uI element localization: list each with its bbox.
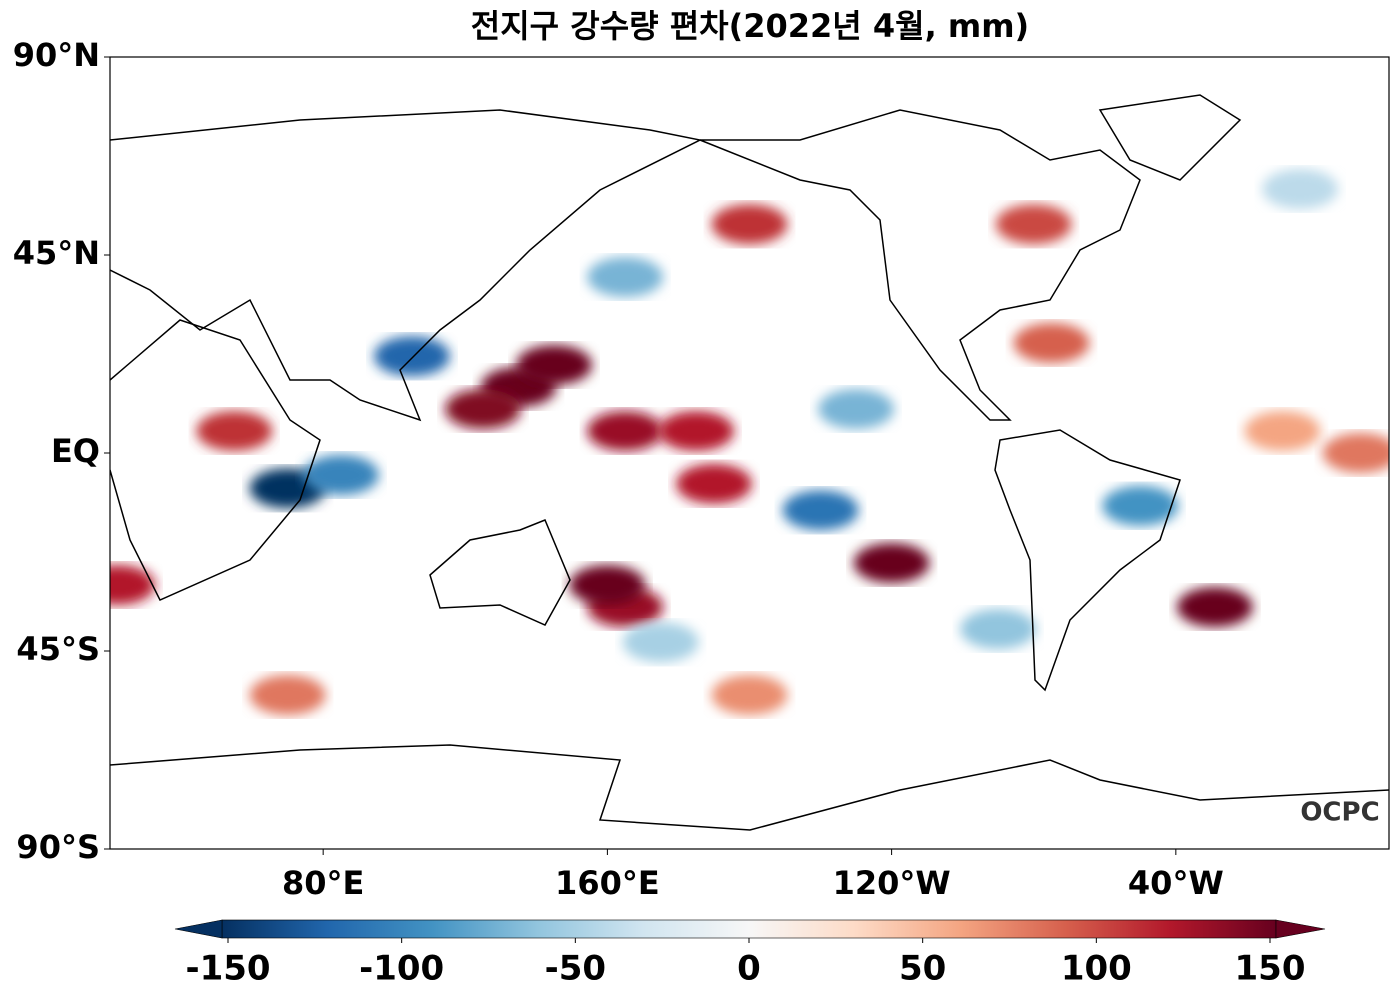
coastline	[994, 429, 1181, 692]
precip-anomaly	[711, 675, 788, 715]
chart-title: 전지구 강수량 편차(2022년 4월, mm)	[471, 7, 1029, 45]
colorbar-tick-label: 150	[1235, 949, 1306, 989]
y-tick-label: 90°N	[13, 36, 100, 74]
precip-anomaly	[1244, 411, 1321, 451]
colorbar-tick-label: -100	[359, 949, 444, 989]
precip-anomaly	[587, 411, 664, 451]
precip-anomaly	[818, 389, 895, 429]
colorbar-extend-high	[1275, 919, 1326, 939]
coastline	[429, 519, 571, 626]
precip-anomaly	[675, 463, 752, 504]
colorbar-tick-label: 100	[1061, 949, 1132, 989]
coastline	[110, 319, 321, 601]
precip-anomaly	[1322, 433, 1389, 473]
precip-anomaly	[445, 389, 522, 429]
x-tick-label: 160°E	[555, 864, 660, 902]
anomaly-layer	[110, 169, 1389, 715]
precip-anomaly	[196, 411, 273, 451]
plot-frame	[109, 56, 1390, 850]
coastline	[699, 109, 1141, 421]
precip-anomaly	[782, 490, 859, 531]
colorbar-scale	[221, 919, 1277, 939]
coastline	[110, 109, 703, 422]
precip-anomaly	[658, 411, 735, 451]
precip-anomaly	[302, 455, 379, 495]
coastline	[1098, 94, 1242, 181]
precip-anomaly	[249, 675, 326, 715]
precip-anomaly	[711, 204, 788, 245]
precip-anomaly	[373, 336, 450, 377]
precip-anomaly	[622, 622, 699, 663]
coastline	[110, 744, 1389, 831]
x-tick-label: 80°E	[282, 864, 364, 902]
colorbar: -150 -100 -50 0 50 100 150	[174, 919, 1326, 989]
precip-anomaly	[516, 345, 593, 385]
x-tick-label: 120°W	[833, 864, 951, 902]
precip-anomaly	[1176, 587, 1253, 627]
y-tick-label: 45°N	[13, 234, 100, 272]
colorbar-tick-label: 50	[899, 949, 946, 989]
colorbar-tick-label: 0	[737, 949, 761, 989]
precip-anomaly	[569, 565, 646, 605]
coastlines	[110, 94, 1389, 831]
y-tick-label: 90°S	[16, 828, 100, 866]
y-tick-label: 45°S	[16, 630, 100, 668]
x-tick-label: 40°W	[1128, 864, 1224, 902]
precip-anomaly	[110, 565, 156, 605]
colorbar-extend-low	[174, 919, 223, 939]
watermark: OCPC	[1300, 798, 1379, 828]
precip-anomaly	[853, 543, 930, 583]
y-tick-label: EQ	[51, 432, 100, 470]
precip-anomaly	[995, 204, 1072, 245]
precip-anomaly	[1013, 323, 1090, 363]
precip-anomaly	[1102, 485, 1179, 526]
precip-anomaly	[960, 609, 1037, 649]
colorbar-tick-label: -150	[185, 949, 270, 989]
precip-anomaly	[1262, 169, 1339, 209]
colorbar-tick-label: -50	[545, 949, 606, 989]
precip-anomaly	[587, 257, 664, 297]
